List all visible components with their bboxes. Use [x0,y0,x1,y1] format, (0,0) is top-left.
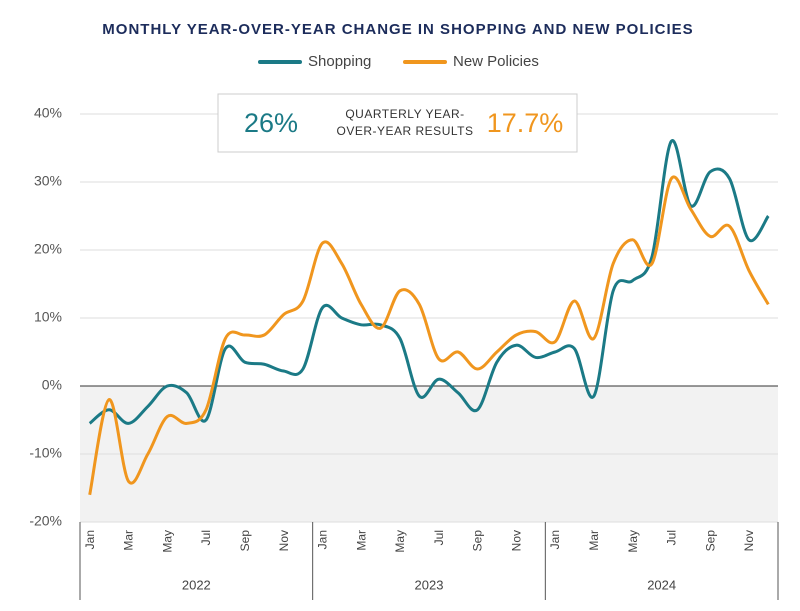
x-tick-label: Jan [548,530,562,549]
series-line [88,175,770,496]
x-tick-label: Nov [742,530,756,551]
x-tick-label: Jul [432,530,446,545]
x-tick-label: Nov [277,530,291,551]
y-tick-label: 10% [34,309,62,325]
annotation-box [217,93,578,153]
x-tick-label: Mar [587,530,601,551]
x-tick-label: May [160,530,174,553]
y-tick-label: 20% [34,241,62,257]
x-tick-label: May [393,530,407,553]
x-tick-label: Mar [354,530,368,551]
x-tick-label: Jul [665,530,679,545]
y-tick-label: 30% [34,173,62,189]
y-tick-label: 0% [42,377,62,393]
series-line [88,139,770,425]
y-tick-label: -10% [29,445,62,461]
annotation-label: QUARTERLY YEAR- [345,107,464,121]
y-tick-label: -20% [29,513,62,529]
x-group-label: 2022 [182,577,211,592]
legend-label: New Policies [453,53,539,70]
x-group-label: 2023 [415,577,444,592]
x-tick-label: Jan [316,530,330,549]
annotation-left: 26% [244,108,298,138]
x-tick-label: Jul [199,530,213,545]
x-tick-label: Mar [122,530,136,551]
x-tick-label: Sep [703,530,717,552]
x-tick-label: Nov [509,530,523,551]
annotation-right: 17.7% [487,108,564,138]
chart-title: MONTHLY YEAR-OVER-YEAR CHANGE IN SHOPPIN… [102,21,693,38]
x-tick-label: Sep [471,530,485,552]
annotation-label: OVER-YEAR RESULTS [337,124,474,138]
legend-label: Shopping [308,53,371,70]
y-tick-label: 40% [34,105,62,121]
x-tick-label: Sep [238,530,252,552]
x-group-label: 2024 [647,577,676,592]
x-tick-label: May [626,530,640,553]
x-tick-label: Jan [83,530,97,549]
